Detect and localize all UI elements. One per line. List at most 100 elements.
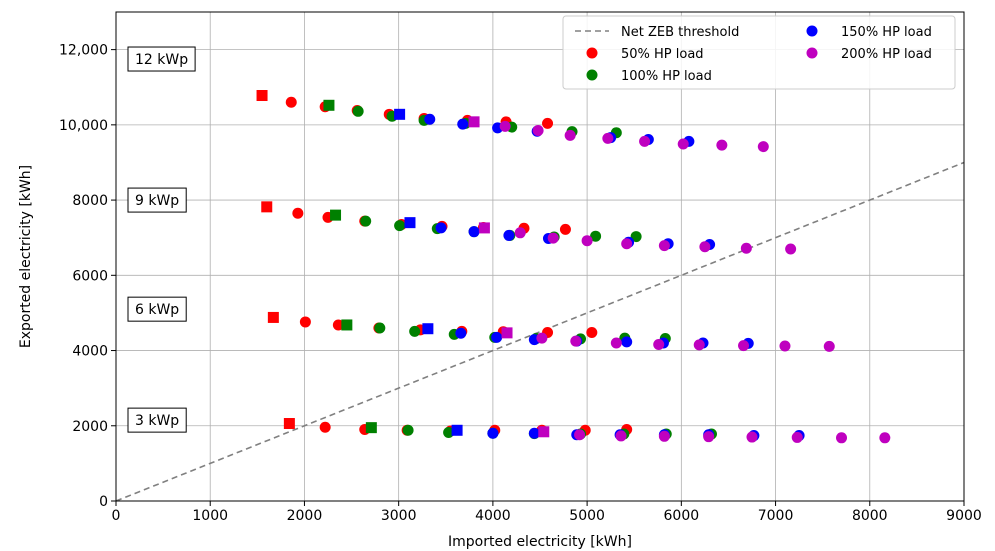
pv-label-4: 3 kWp (127, 407, 187, 433)
pv-label-text: 12 kWp (135, 52, 188, 68)
point-series-4 (547, 232, 559, 244)
pv-label-text: 3 kWp (135, 413, 179, 429)
point-series-2 (360, 215, 372, 227)
square-point-series-1 (283, 418, 295, 430)
pv-label-text: 9 kWp (135, 193, 179, 209)
point-series-3 (528, 427, 540, 439)
x-tick-label: 6000 (664, 508, 700, 524)
x-tick-label: 5000 (569, 508, 605, 524)
legend-dot-marker (586, 69, 598, 81)
point-series-3 (491, 331, 503, 343)
point-series-1 (559, 223, 571, 235)
square-point-series-1 (267, 311, 279, 323)
legend-entry-5: 200% HP load (806, 47, 932, 62)
point-series-1 (332, 319, 344, 331)
point-series-2 (409, 325, 421, 337)
point-series-4 (574, 429, 586, 441)
point-series-4 (615, 430, 627, 442)
square-point-series-1 (261, 201, 273, 213)
square-point-series-4 (468, 116, 480, 128)
square-point-series-1 (256, 90, 268, 102)
pv-label-2: 9 kWp (127, 187, 187, 213)
legend-label: Net ZEB threshold (621, 25, 739, 40)
point-series-4 (746, 431, 758, 443)
point-series-4 (658, 240, 670, 252)
point-series-4 (693, 339, 705, 351)
y-tick-label: 12,000 (59, 43, 108, 59)
legend-label: 150% HP load (841, 25, 932, 40)
point-series-1 (285, 96, 297, 108)
pv-label-box (127, 296, 187, 322)
square-point-series-3 (451, 424, 463, 436)
point-series-4 (499, 120, 511, 132)
y-tick-label: 4000 (72, 344, 108, 360)
x-tick-label: 2000 (287, 508, 323, 524)
point-series-4 (639, 135, 651, 147)
legend-label: 100% HP load (621, 69, 712, 84)
legend-label: 200% HP load (841, 47, 932, 62)
x-tick-label: 7000 (758, 508, 794, 524)
point-series-4 (653, 339, 665, 351)
square-point-series-3 (394, 108, 406, 120)
point-series-4 (836, 432, 848, 444)
legend-entry-1: Net ZEB threshold (575, 25, 739, 40)
point-series-4 (757, 141, 769, 153)
legend-dot-marker (806, 47, 818, 59)
square-point-series-4 (501, 327, 513, 339)
point-series-2 (630, 231, 642, 243)
point-series-2 (443, 427, 455, 439)
pv-label-box (127, 407, 187, 433)
plot-frame (115, 11, 965, 502)
y-tick-label: 6000 (72, 268, 108, 284)
pv-label-text: 6 kWp (135, 302, 179, 318)
point-series-4 (514, 227, 526, 239)
x-tick-label: 9000 (946, 508, 982, 524)
point-series-4 (740, 242, 752, 254)
point-series-3 (487, 427, 499, 439)
point-series-1 (299, 316, 311, 328)
legend-entry-2: 50% HP load (586, 47, 704, 62)
legend-entry-3: 100% HP load (586, 69, 712, 84)
legend-dot-marker (586, 47, 598, 59)
point-series-4 (658, 430, 670, 442)
point-series-3 (468, 226, 480, 238)
point-series-3 (424, 113, 436, 125)
x-tick-label: 4000 (475, 508, 511, 524)
point-series-4 (602, 132, 614, 144)
point-series-4 (823, 340, 835, 352)
point-series-4 (738, 340, 750, 352)
point-series-4 (536, 332, 548, 344)
square-point-series-2 (323, 99, 335, 111)
x-tick-label: 1000 (192, 508, 228, 524)
point-series-4 (779, 340, 791, 352)
square-point-series-4 (538, 426, 550, 438)
point-series-4 (716, 139, 728, 151)
y-tick-label: 2000 (72, 419, 108, 435)
square-point-series-2 (341, 319, 353, 331)
pv-labels: 12 kWp 9 kWp 6 kWp 3 kWp (127, 46, 196, 433)
point-series-3 (457, 118, 469, 130)
legend-label: 50% HP load (621, 47, 704, 62)
pv-label-box (127, 187, 187, 213)
y-tick-label: 0 (99, 494, 108, 510)
point-series-2 (352, 105, 364, 117)
point-series-3 (621, 336, 633, 348)
square-point-series-3 (404, 217, 416, 229)
point-series-1 (586, 326, 598, 338)
y-tick-label: 8000 (72, 193, 108, 209)
legend-frame (562, 15, 956, 90)
legend-entry-4: 150% HP load (806, 25, 932, 40)
point-series-4 (703, 431, 715, 443)
square-point-series-4 (478, 222, 490, 234)
point-series-4 (879, 432, 891, 444)
point-series-4 (785, 243, 797, 255)
square-point-series-2 (330, 209, 342, 221)
point-series-4 (570, 335, 582, 347)
point-series-2 (402, 424, 414, 436)
pv-label-box (127, 46, 196, 72)
y-tick-label: 10,000 (59, 118, 108, 134)
point-series-2 (394, 220, 406, 232)
point-series-2 (590, 230, 602, 242)
pv-label-1: 12 kWp (127, 46, 196, 72)
